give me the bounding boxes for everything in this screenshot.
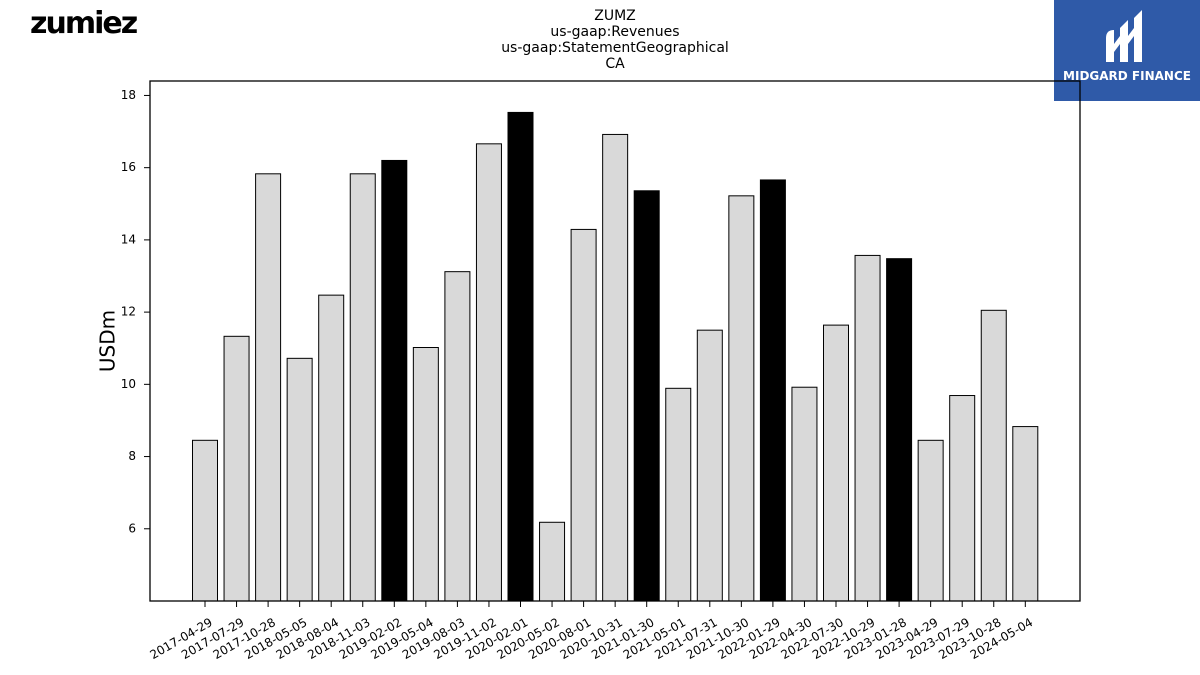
- midgard-finance-logo: MIDGARD FINANCE: [1054, 0, 1200, 101]
- bar-2019-08-03: [444, 271, 471, 602]
- bar-2022-10-29: [854, 254, 881, 602]
- bar-2024-05-04: [1012, 426, 1039, 602]
- x-axis: 2017-04-292017-07-292017-10-282018-05-05…: [147, 601, 1035, 662]
- bar-2022-07-30: [823, 324, 849, 602]
- bar-2023-07-29: [949, 395, 976, 602]
- bar-2023-10-28: [980, 309, 1007, 602]
- bar-2018-11-03: [349, 173, 376, 602]
- bar-2018-05-05: [286, 357, 313, 602]
- y-tick-label-12: 12: [121, 305, 136, 319]
- y-tick-label-10: 10: [121, 377, 136, 391]
- midgard-mark-icon: [1106, 10, 1142, 62]
- plot-frame: [149, 80, 1081, 602]
- bar-2021-05-01: [665, 387, 692, 602]
- bar-2021-07-31: [696, 329, 723, 602]
- chart-title-member: CA: [605, 56, 625, 72]
- bar-2017-07-29: [223, 335, 250, 602]
- bar-2023-04-29: [917, 439, 944, 602]
- chart-title: ZUMZ us-gaap:Revenues us-gaap:StatementG…: [415, 8, 815, 72]
- bar-2018-08-04: [318, 294, 345, 602]
- midgard-finance-name: MIDGARD FINANCE: [1063, 69, 1191, 83]
- chart-title-ticker: ZUMZ: [594, 8, 636, 24]
- bar-2022-04-30: [791, 386, 818, 602]
- bar-2019-05-04: [412, 347, 439, 602]
- chart-title-axis: us-gaap:StatementGeographical: [501, 40, 729, 56]
- bar-2020-05-02: [539, 521, 566, 602]
- bar-2023-01-28: [886, 258, 913, 602]
- bar-2020-02-01: [507, 111, 534, 602]
- bar-2022-01-29: [759, 179, 786, 602]
- bar-2021-10-30: [728, 195, 755, 602]
- zumiez-logo: zumiez: [30, 6, 138, 41]
- bar-2020-08-01: [570, 228, 597, 602]
- y-tick-label-8: 8: [128, 449, 136, 463]
- bar-2017-04-29: [192, 439, 218, 602]
- bar-2020-10-31: [602, 133, 629, 602]
- y-tick-label-18: 18: [121, 88, 136, 102]
- y-tick-label-14: 14: [121, 232, 136, 246]
- bar-2019-11-02: [475, 143, 502, 602]
- bar-2021-01-30: [633, 190, 660, 602]
- bar-2019-02-02: [381, 159, 408, 602]
- bar-2017-10-28: [255, 173, 282, 602]
- y-tick-label-6: 6: [128, 521, 136, 535]
- y-tick-label-16: 16: [121, 160, 136, 174]
- y-axis: 6 8 10 12 14 16 18: [121, 88, 150, 535]
- chart-title-concept: us-gaap:Revenues: [550, 24, 680, 40]
- bars-group: [192, 111, 1039, 602]
- y-axis-label: USDm: [96, 310, 120, 372]
